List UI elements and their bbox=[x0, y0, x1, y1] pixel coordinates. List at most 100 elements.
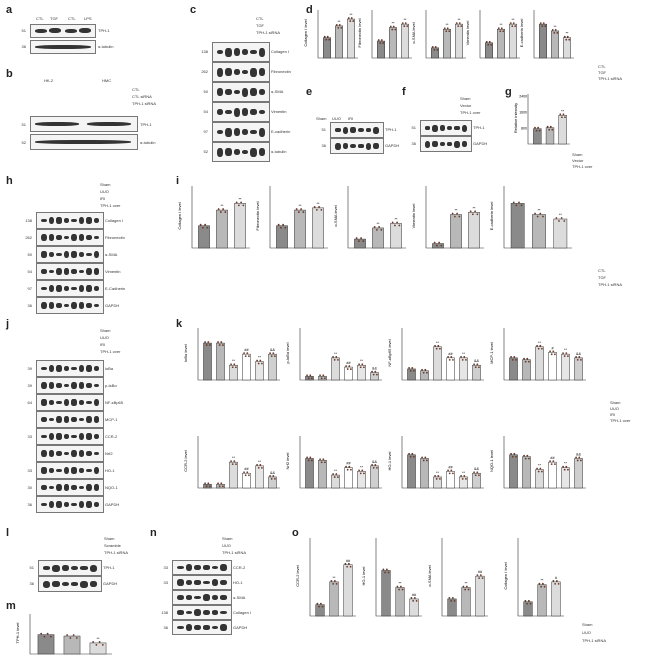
bar-chart-m1: TPH-1 level ** bbox=[16, 614, 112, 655]
bar bbox=[370, 372, 379, 381]
bar bbox=[331, 357, 340, 381]
data-point bbox=[337, 358, 339, 361]
data-point bbox=[101, 644, 104, 646]
data-point bbox=[437, 475, 440, 477]
data-point bbox=[575, 456, 577, 459]
western-blot-band bbox=[330, 138, 384, 154]
significance-marker: ** bbox=[500, 23, 503, 27]
data-point bbox=[435, 478, 438, 480]
data-point bbox=[378, 226, 381, 228]
blot-label: α-SMA bbox=[271, 89, 284, 94]
data-point bbox=[346, 468, 349, 471]
y-axis-label: MCP-1 level bbox=[490, 342, 494, 364]
data-point bbox=[447, 355, 449, 358]
data-point bbox=[567, 468, 569, 471]
y-axis-label: Vimentin level bbox=[466, 20, 470, 45]
significance-marker: && bbox=[474, 359, 480, 363]
blot-label: Fibronectin bbox=[105, 234, 125, 240]
bar bbox=[509, 23, 517, 59]
chart-axis bbox=[375, 538, 422, 617]
data-point bbox=[398, 224, 401, 227]
bar bbox=[372, 227, 384, 249]
significance-marker: ** bbox=[462, 471, 465, 475]
data-point bbox=[409, 370, 412, 372]
bar-chart-k4: MCP-1 level ** # ** && bbox=[490, 328, 586, 381]
data-point bbox=[217, 208, 220, 210]
y-axis-label: Nrf2 level bbox=[286, 452, 290, 469]
data-point bbox=[330, 579, 333, 582]
blot-label: GAPDH bbox=[233, 624, 248, 630]
data-point bbox=[544, 25, 547, 28]
western-blot-band bbox=[36, 445, 104, 462]
data-point bbox=[40, 632, 43, 635]
data-point bbox=[349, 565, 352, 568]
chart-axis bbox=[479, 10, 520, 59]
bar-chart-i5: E-cadherin level ** ** bbox=[490, 186, 572, 249]
bar bbox=[407, 368, 416, 381]
data-point bbox=[558, 220, 560, 222]
blot-label: TPH-1 bbox=[473, 125, 485, 130]
condition-label: TPH-1 siRNA bbox=[582, 638, 607, 643]
molecular-weight: 51 bbox=[321, 127, 326, 132]
condition-label: TPH-1 siRNA bbox=[222, 550, 247, 555]
data-point bbox=[485, 40, 488, 43]
data-point bbox=[447, 469, 449, 472]
data-point bbox=[337, 26, 340, 29]
data-point bbox=[333, 358, 336, 361]
data-point bbox=[502, 30, 505, 33]
data-point bbox=[257, 466, 260, 469]
data-point bbox=[401, 22, 404, 25]
data-point bbox=[552, 579, 555, 582]
significance-marker: ** bbox=[399, 582, 402, 586]
condition-label: Sham bbox=[100, 182, 111, 187]
data-point bbox=[443, 27, 446, 30]
western-blot-band bbox=[36, 496, 104, 513]
data-point bbox=[541, 25, 544, 28]
data-point bbox=[408, 452, 410, 455]
data-point bbox=[332, 355, 334, 358]
data-point bbox=[549, 350, 551, 353]
y-axis-label: α-SMA level bbox=[412, 22, 416, 44]
data-point bbox=[274, 355, 276, 358]
lane-label: CTL bbox=[36, 16, 44, 21]
molecular-weight: 54 bbox=[203, 109, 208, 114]
data-point bbox=[465, 585, 468, 588]
data-point bbox=[352, 20, 355, 22]
data-point bbox=[401, 588, 404, 591]
y-axis-label: HO-1 level bbox=[388, 451, 392, 470]
data-point bbox=[243, 471, 245, 474]
data-point bbox=[98, 641, 101, 643]
blot-label: Nrf2 bbox=[105, 450, 113, 456]
data-point bbox=[542, 215, 544, 218]
significance-marker: ** bbox=[538, 341, 541, 345]
chart-axis bbox=[441, 538, 488, 617]
condition-label: Sham bbox=[104, 536, 115, 541]
data-point bbox=[575, 355, 577, 358]
data-point bbox=[460, 475, 462, 477]
data-point bbox=[224, 211, 227, 213]
lane-label: IRI bbox=[348, 116, 354, 121]
data-point bbox=[393, 224, 396, 227]
data-point bbox=[201, 226, 204, 229]
blot-label: MCP-1 bbox=[105, 416, 118, 422]
western-blot-band bbox=[172, 590, 232, 605]
condition-label: Sham bbox=[610, 400, 621, 405]
significance-marker: ** bbox=[561, 109, 564, 113]
data-point bbox=[350, 468, 352, 471]
data-point bbox=[515, 455, 517, 458]
data-point bbox=[218, 485, 221, 488]
molecular-weight: 50 bbox=[203, 89, 208, 94]
data-point bbox=[451, 212, 454, 215]
bar bbox=[89, 642, 107, 655]
data-point bbox=[513, 355, 516, 358]
bar bbox=[475, 575, 485, 617]
bar bbox=[335, 25, 343, 59]
data-point bbox=[465, 358, 467, 361]
data-point bbox=[450, 600, 453, 602]
significance-marker: ** bbox=[360, 465, 363, 469]
blot-label: IκBα bbox=[105, 365, 114, 371]
data-point bbox=[481, 577, 484, 580]
significance-marker: ** bbox=[554, 25, 557, 29]
bar bbox=[459, 357, 468, 381]
bar bbox=[407, 454, 416, 489]
